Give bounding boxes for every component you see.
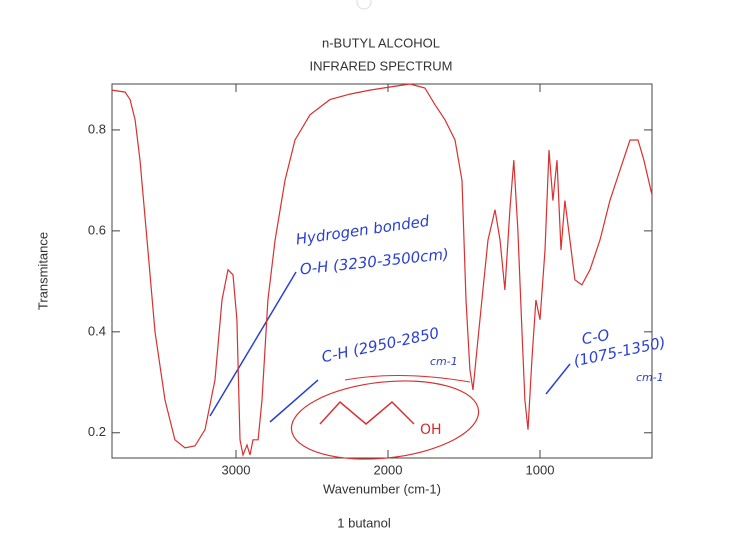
chart-title: n-BUTYL ALCOHOL	[322, 35, 440, 50]
x-tick-label: 3000	[222, 462, 251, 477]
x-tick-label: 2000	[374, 462, 403, 477]
annotation: Hydrogen bonded	[295, 212, 431, 249]
annotation: C-H (2950-2850	[320, 324, 441, 366]
annotations: Hydrogen bonded O-H (3230-3500cm) C-H (2…	[209, 212, 667, 460]
pointer	[545, 363, 571, 395]
circle-tail	[344, 374, 471, 383]
annotation: C-O	[580, 326, 611, 349]
y-tick-label: 0.4	[88, 323, 106, 338]
annotation: cm-1	[430, 355, 458, 368]
chart-title: INFRARED SPECTRUM	[309, 58, 452, 73]
y-axis-label: Transmitance	[35, 232, 50, 310]
pointer	[269, 379, 319, 423]
x-axis-label: Wavenumber (cm-1)	[323, 481, 441, 496]
caption: 1 butanol	[337, 515, 391, 530]
top-icon	[356, 0, 372, 10]
spectrum-line	[111, 83, 653, 458]
y-tick-label: 0.2	[88, 424, 106, 439]
circle-mark	[290, 380, 480, 460]
annotation: cm-1	[636, 371, 664, 384]
plot-frame	[111, 83, 653, 459]
annotation: OH	[420, 422, 442, 438]
annotation: O-H (3230-3500cm)	[299, 245, 450, 279]
pointer	[209, 271, 297, 417]
y-tick-label: 0.8	[88, 121, 106, 136]
x-tick-label: 1000	[526, 462, 555, 477]
molecule	[319, 400, 415, 425]
y-tick-label: 0.6	[88, 222, 106, 237]
